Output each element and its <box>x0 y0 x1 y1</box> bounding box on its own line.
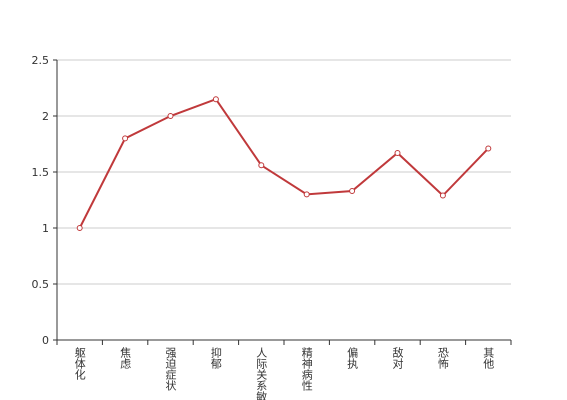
point <box>167 113 174 119</box>
point <box>394 149 401 156</box>
x-tick-label: 人际关系敏感 <box>255 347 268 400</box>
x-tick-label: 精神病性 <box>300 347 313 392</box>
point <box>76 225 83 231</box>
x-tick-label: 焦虑 <box>119 347 132 369</box>
point <box>122 135 129 142</box>
point <box>212 96 219 103</box>
y-tick-label: 1.5 <box>32 166 50 179</box>
x-tick-label: 敌对 <box>391 346 404 369</box>
x-tick-label: 恐怖 <box>436 347 449 369</box>
point <box>303 191 310 198</box>
x-tick-label: 其他 <box>482 347 495 369</box>
x-tick-label: 躯体化 <box>73 347 86 381</box>
line <box>78 97 490 229</box>
y-tick-label: 2.5 <box>32 54 50 67</box>
y-tick-label: 2 <box>42 110 49 123</box>
point <box>258 162 265 169</box>
x-tick-label: 抑郁 <box>209 346 222 369</box>
y-tick-label: 0.5 <box>32 278 50 291</box>
point <box>349 188 356 195</box>
y-tick-label: 0 <box>42 334 49 347</box>
point <box>485 145 492 152</box>
point <box>439 192 446 199</box>
x-tick-label: 强迫症状 <box>164 347 177 391</box>
x-tick-label: 偏执 <box>346 346 359 370</box>
y-tick-label: 1 <box>42 222 49 235</box>
